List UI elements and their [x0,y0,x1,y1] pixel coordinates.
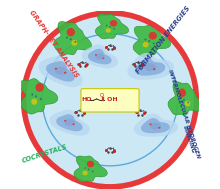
Ellipse shape [72,123,75,125]
Ellipse shape [31,94,33,96]
Ellipse shape [35,95,37,97]
Ellipse shape [187,101,189,103]
Ellipse shape [148,32,157,40]
Ellipse shape [109,26,111,28]
Ellipse shape [84,167,86,169]
Polygon shape [82,44,118,68]
Polygon shape [38,56,82,87]
Ellipse shape [153,43,155,44]
Text: FORMATION ENERGIES: FORMATION ENERGIES [135,5,192,75]
Ellipse shape [95,54,97,56]
Text: COCRYSTALS: COCRYSTALS [21,144,68,164]
Ellipse shape [70,38,72,40]
Ellipse shape [67,28,75,36]
Text: HO: HO [81,97,92,102]
FancyBboxPatch shape [81,89,139,112]
Ellipse shape [150,123,161,129]
Ellipse shape [106,28,111,33]
Ellipse shape [88,169,89,170]
Polygon shape [134,114,178,137]
Ellipse shape [82,171,88,175]
Ellipse shape [106,25,107,26]
Polygon shape [50,110,90,136]
Polygon shape [56,114,82,131]
Polygon shape [133,25,171,56]
Polygon shape [141,118,170,133]
Ellipse shape [64,119,75,126]
Polygon shape [168,82,203,115]
Text: OH: OH [105,97,118,102]
Ellipse shape [185,101,190,106]
Ellipse shape [145,39,146,40]
Ellipse shape [102,57,104,59]
Polygon shape [95,14,129,39]
Polygon shape [20,79,58,114]
Ellipse shape [183,99,185,101]
Ellipse shape [74,41,76,43]
Ellipse shape [144,63,156,71]
Ellipse shape [64,120,66,122]
Ellipse shape [149,123,152,125]
Ellipse shape [24,13,196,187]
Polygon shape [74,156,107,182]
Ellipse shape [153,68,156,70]
Ellipse shape [158,127,161,129]
Polygon shape [46,61,75,82]
Ellipse shape [110,20,117,26]
Ellipse shape [178,88,186,97]
Text: INTERMOLECULAR HYDROGEN: INTERMOLECULAR HYDROGEN [167,69,201,159]
Ellipse shape [64,72,66,74]
Ellipse shape [66,37,68,39]
Polygon shape [88,49,112,64]
Polygon shape [54,22,92,55]
Ellipse shape [55,68,57,70]
Ellipse shape [71,40,77,46]
Ellipse shape [40,98,42,100]
Text: BONDING: BONDING [182,124,196,154]
Text: O: O [100,93,104,98]
Ellipse shape [31,98,37,105]
Ellipse shape [55,67,67,75]
Ellipse shape [148,40,150,42]
Ellipse shape [180,97,181,99]
Ellipse shape [143,42,149,47]
Ellipse shape [144,64,146,66]
Ellipse shape [95,53,105,60]
Ellipse shape [35,83,44,92]
Text: GRAPH-SET ANALYSIS: GRAPH-SET ANALYSIS [28,9,79,78]
Ellipse shape [92,171,94,172]
Polygon shape [135,58,165,76]
Polygon shape [127,53,174,80]
Ellipse shape [87,161,94,167]
Ellipse shape [113,28,115,29]
